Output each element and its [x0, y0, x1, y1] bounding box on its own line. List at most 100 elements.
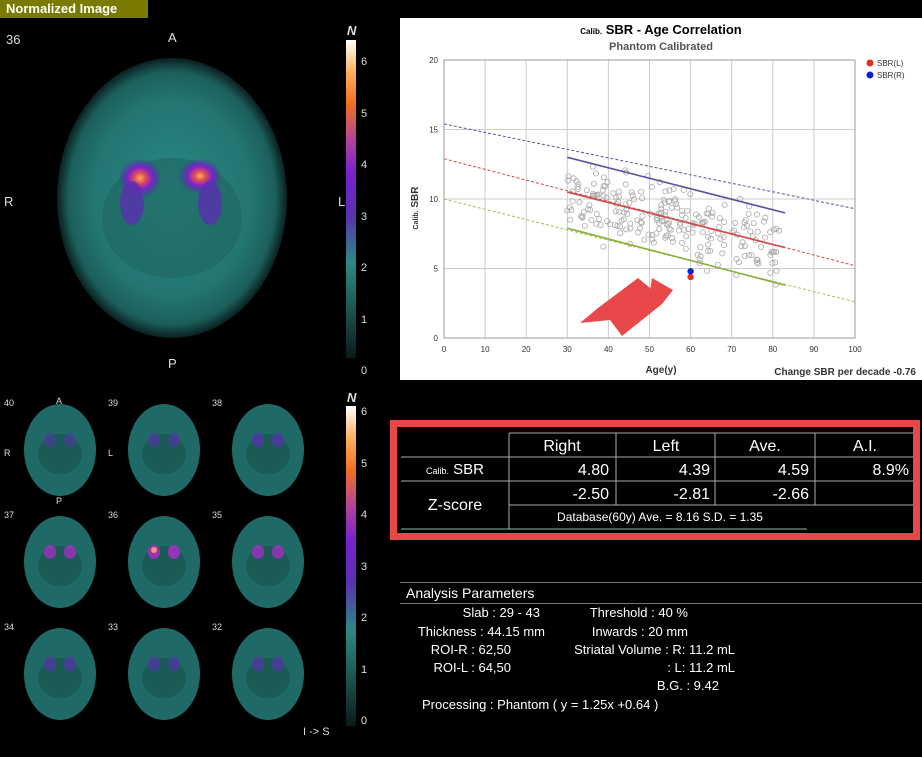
- database-point: [741, 243, 748, 250]
- database-point: [627, 225, 634, 232]
- thumb-orient-right: R: [4, 448, 11, 458]
- database-point: [593, 211, 600, 218]
- database-point: [660, 217, 667, 224]
- orient-posterior: P: [168, 356, 177, 371]
- database-point: [709, 209, 716, 216]
- thumb-orient-posterior: P: [56, 496, 63, 506]
- database-point: [595, 191, 602, 198]
- header-ai: A.I.: [852, 438, 877, 455]
- header-right: Right: [543, 438, 581, 455]
- database-point: [673, 200, 680, 207]
- thumbnail-slice[interactable]: [214, 506, 324, 616]
- database-point: [565, 177, 572, 184]
- param-thickness: Thickness : 44.15 mm: [417, 624, 545, 639]
- database-point: [731, 227, 738, 234]
- thumbnail-slice-number: 35: [212, 510, 223, 520]
- database-point: [617, 223, 624, 230]
- param-striatal-l: : L: 11.2 mL: [667, 660, 735, 675]
- database-point: [628, 189, 635, 196]
- database-point: [754, 259, 761, 266]
- database-point: [743, 222, 750, 229]
- regression-upper-line: [567, 156, 786, 214]
- thumb-scale-tick: 4: [361, 509, 368, 521]
- database-point: [586, 202, 593, 209]
- y-tick-label: 10: [429, 195, 438, 204]
- header-ave: Ave.: [749, 438, 781, 455]
- scale-tick: 6: [361, 56, 368, 68]
- patient-point-sbrl: [687, 273, 694, 281]
- y-tick-label: 5: [434, 265, 439, 274]
- database-point: [600, 183, 607, 190]
- database-point: [612, 194, 619, 201]
- y-tick-label: 20: [429, 56, 438, 65]
- x-tick-label: 100: [848, 345, 862, 354]
- thumbnail-slice[interactable]: [110, 618, 220, 728]
- database-point: [638, 219, 645, 226]
- legend-marker-r: [866, 71, 874, 79]
- sbr-left: 4.39: [678, 462, 710, 479]
- database-point: [760, 218, 767, 225]
- z-ave: -2.66: [772, 486, 809, 503]
- database-point: [597, 221, 604, 228]
- database-point: [721, 201, 728, 208]
- param-bg: B.G. : 9.42: [656, 678, 719, 693]
- x-tick-label: 30: [563, 345, 572, 354]
- thumbnail-slice[interactable]: [110, 506, 220, 616]
- database-point: [576, 199, 583, 206]
- database-point: [678, 212, 685, 219]
- thumbnail-slice[interactable]: [110, 394, 220, 504]
- z-left: -2.81: [673, 486, 710, 503]
- param-striatal-r: Striatal Volume : R: 11.2 mL: [574, 642, 735, 657]
- database-point: [769, 260, 776, 267]
- thumb-scale-tick: 3: [361, 560, 368, 573]
- mean-dashed-line: [443, 158, 856, 267]
- x-tick-label: 20: [522, 345, 531, 354]
- sbr-row-prefix: Calib.: [425, 466, 449, 476]
- database-point: [683, 233, 690, 240]
- scale-tick: 4: [361, 159, 368, 171]
- orient-right: R: [4, 194, 14, 209]
- regression-mean-line: [567, 191, 786, 249]
- table-grid-lines: [401, 432, 913, 530]
- scale-tick: 3: [361, 210, 368, 223]
- chart-title: SBR - Age Correlation: [606, 22, 742, 37]
- database-point: [650, 239, 657, 246]
- chart-footer: Change SBR per decade -0.76: [774, 367, 916, 378]
- color-scale-bar: [346, 40, 356, 358]
- database-point: [639, 213, 646, 220]
- database-point: [645, 231, 652, 238]
- thumbnail-slice[interactable]: [6, 394, 116, 504]
- database-point: [658, 205, 665, 212]
- database-point: [667, 226, 674, 233]
- highlight-arrow: [580, 278, 673, 336]
- thumbnail-slice[interactable]: [214, 618, 324, 728]
- database-point: [697, 243, 704, 250]
- database-point: [669, 235, 676, 242]
- database-point: [575, 185, 582, 192]
- orient-left: L: [338, 194, 346, 209]
- database-point: [704, 247, 711, 254]
- thumb-orient-left: L: [108, 448, 114, 458]
- database-point: [695, 214, 702, 221]
- database-point: [638, 188, 645, 195]
- thumbnail-slice[interactable]: [214, 394, 324, 504]
- results-table: Right Left Ave. A.I. Calib. SBR 4.80 4.3…: [390, 420, 920, 540]
- database-point: [716, 215, 723, 222]
- thumb-scale-tick: 5: [361, 457, 368, 470]
- thumb-scale-tick: 6: [361, 406, 368, 418]
- database-point: [701, 218, 708, 225]
- database-point: [627, 220, 634, 227]
- thumbnail-slice[interactable]: [6, 618, 116, 728]
- thumbnail-slice[interactable]: [6, 506, 116, 616]
- param-roi-l: ROI-L : 64,50: [433, 660, 511, 675]
- database-point: [569, 198, 576, 205]
- main-pet-image[interactable]: 36 A P R L N 6 5 4 3 2 1 0: [0, 18, 398, 378]
- database-point: [581, 222, 588, 229]
- database-point: [649, 183, 656, 190]
- database-point: [653, 230, 660, 237]
- database-point: [662, 208, 669, 215]
- database-point: [776, 227, 783, 234]
- chart-subtitle: Phantom Calibrated: [609, 41, 713, 53]
- database-point: [626, 199, 633, 206]
